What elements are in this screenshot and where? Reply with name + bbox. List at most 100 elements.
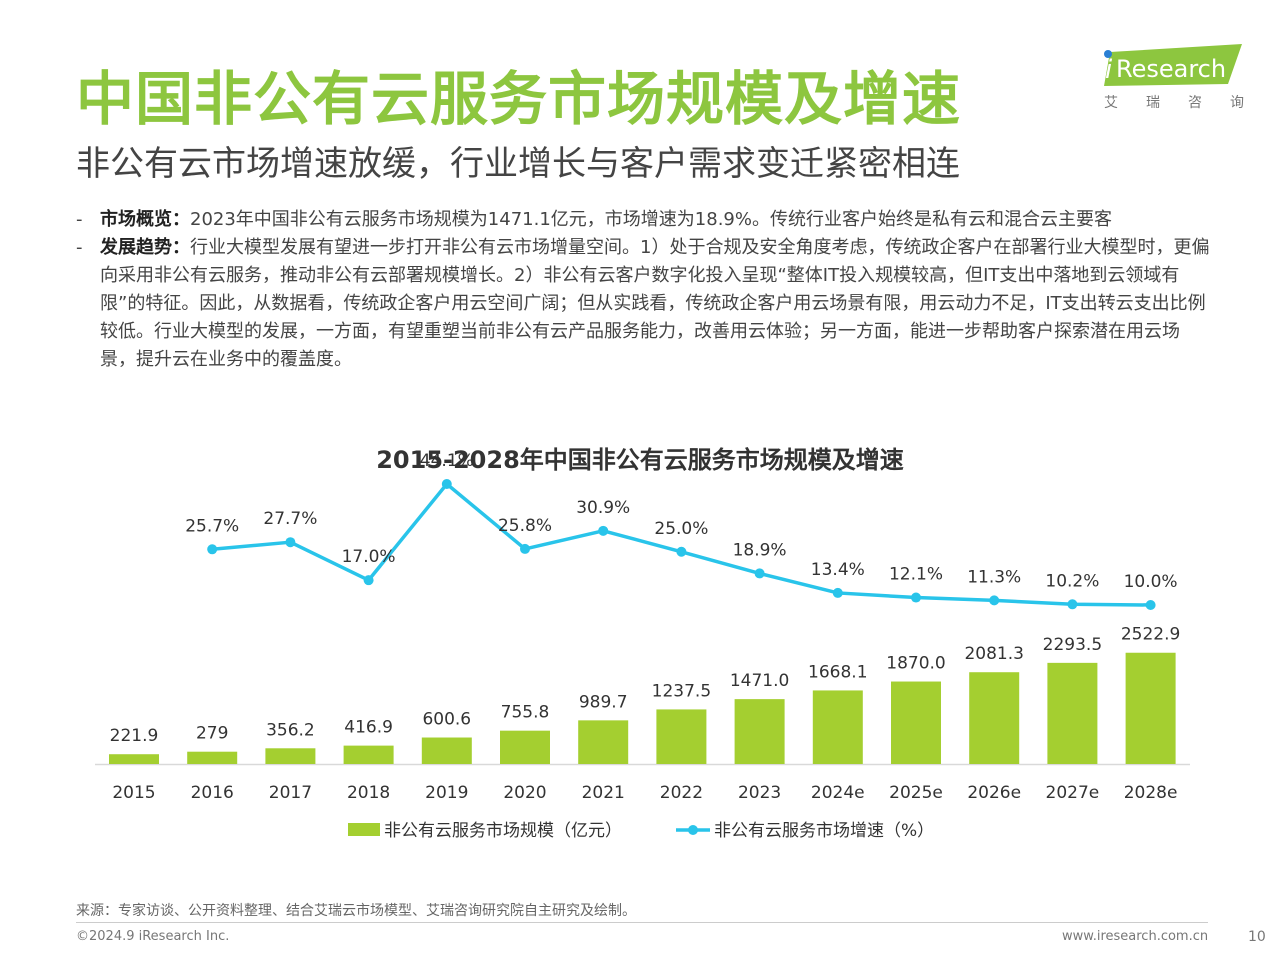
x-tick-label: 2015 <box>112 783 155 803</box>
bar-market-size-2025e <box>891 681 941 764</box>
bar-value-label: 600.6 <box>422 710 471 730</box>
bullet-dash: - <box>76 237 83 258</box>
growth-point-2025e <box>911 592 921 603</box>
website-link[interactable]: www.iresearch.com.cn <box>1062 929 1209 944</box>
bar-value-label: 1237.5 <box>652 681 711 701</box>
growth-point-2020 <box>520 543 530 554</box>
footer-divider <box>76 922 1208 923</box>
bullet-label: 发展趋势： <box>100 237 190 258</box>
bar-market-size-2023 <box>734 699 785 764</box>
x-tick-label: 2023 <box>738 783 781 803</box>
legend-bar-swatch <box>348 823 380 836</box>
growth-value-label: 11.3% <box>967 567 1021 587</box>
growth-point-2022 <box>676 546 687 557</box>
bar-value-label: 356.2 <box>266 720 315 740</box>
logo-banner-shape <box>1104 44 1242 86</box>
growth-value-label: 13.4% <box>811 560 865 580</box>
bar-market-size-2018 <box>343 745 394 764</box>
bar-market-size-2016 <box>187 751 238 764</box>
x-tick-label: 2020 <box>503 783 546 803</box>
bar-market-size-2017 <box>265 748 316 764</box>
bar-value-label: 221.9 <box>110 726 159 746</box>
legend-bar-label: 非公有云服务市场规模（亿元） <box>384 821 622 841</box>
bullet-market-overview: - 市场概览：2023年中国非公有云服务市场规模为1471.1亿元，市场增速为1… <box>76 206 1212 234</box>
x-tick-label: 2027e <box>1046 783 1100 803</box>
bar-market-size-2021 <box>578 720 629 764</box>
bar-market-size-2027e <box>1047 662 1098 764</box>
bar-market-size-2028e <box>1125 652 1176 764</box>
bar-value-label: 2522.9 <box>1121 625 1180 645</box>
growth-point-2018 <box>363 575 374 586</box>
bar-market-size-2022 <box>656 709 707 764</box>
copyright: ©2024.9 iResearch Inc. <box>76 929 230 944</box>
logo-cn-char: 咨 <box>1188 95 1202 111</box>
growth-value-label: 17.0% <box>342 547 396 567</box>
bar-value-label: 1668.1 <box>808 662 867 682</box>
logo-chinese-name: 艾 瑞 咨 询 <box>1104 92 1244 112</box>
x-tick-label: 2028e <box>1124 783 1178 803</box>
logo-cn-char: 询 <box>1230 95 1244 111</box>
growth-value-label: 12.1% <box>889 565 943 585</box>
growth-value-label: 27.7% <box>263 509 317 529</box>
x-tick-label: 2025e <box>889 783 943 803</box>
logo-i-text: i <box>1105 55 1113 85</box>
bar-value-label: 2293.5 <box>1043 635 1102 655</box>
x-tick-label: 2019 <box>425 783 468 803</box>
bar-value-label: 1471.0 <box>730 671 789 691</box>
x-tick-label: 2021 <box>582 783 625 803</box>
bar-market-size-2024e <box>812 690 863 764</box>
page-title: 中国非公有云服务市场规模及增速 <box>76 65 962 133</box>
growth-point-2026e <box>989 595 1000 606</box>
bar-market-size-2015 <box>109 754 159 764</box>
growth-value-label: 44.1% <box>420 451 474 471</box>
growth-point-2019 <box>441 479 452 489</box>
x-tick-label: 2018 <box>347 783 390 803</box>
x-tick-label: 2022 <box>660 783 703 803</box>
logo-cn-char: 瑞 <box>1146 95 1160 111</box>
growth-point-2021 <box>598 525 609 536</box>
source-note: 来源：专家访谈、公开资料整理、结合艾瑞云市场模型、艾瑞咨询研究院自主研究及绘制。 <box>76 903 636 919</box>
growth-value-label: 30.9% <box>576 498 630 518</box>
chart-title: 2015-2028年中国非公有云服务市场规模及增速 <box>376 446 904 474</box>
page-number: 10 <box>1248 929 1266 945</box>
logo-cn-char: 艾 <box>1104 95 1118 111</box>
x-tick-label: 2026e <box>967 783 1021 803</box>
logo-brand-text: Research <box>1116 55 1226 83</box>
growth-value-label: 25.8% <box>498 516 552 536</box>
legend-line-label: 非公有云服务市场增速（%） <box>714 821 934 841</box>
bar-value-label: 755.8 <box>501 703 550 723</box>
bar-market-size-2020 <box>500 730 550 764</box>
bullet-text: 2023年中国非公有云服务市场规模为1471.1亿元，市场增速为18.9%。传统… <box>190 209 1112 230</box>
bar-market-size-2026e <box>969 672 1020 764</box>
page-subtitle: 非公有云市场增速放缓，行业增长与客户需求变迁紧密相连 <box>76 144 960 184</box>
x-tick-label: 2017 <box>269 783 312 803</box>
bar-value-label: 989.7 <box>579 692 628 712</box>
growth-point-2027e <box>1067 599 1078 610</box>
growth-point-2024e <box>832 587 843 598</box>
bullet-development-trend: - 发展趋势：行业大模型发展有望进一步打开非公有云市场增量空间。1）处于合规及安… <box>76 234 1212 374</box>
growth-point-2028e <box>1145 600 1156 610</box>
bullet-dash: - <box>76 209 83 230</box>
growth-value-label: 25.0% <box>654 519 708 539</box>
bar-market-size-2019 <box>421 737 472 764</box>
bullet-label: 市场概览： <box>100 209 190 230</box>
x-tick-label: 2016 <box>191 783 234 803</box>
growth-value-label: 10.0% <box>1124 572 1178 592</box>
bar-value-label: 416.9 <box>344 718 393 738</box>
growth-value-label: 18.9% <box>733 540 787 560</box>
growth-point-2016 <box>207 544 218 555</box>
market-chart: 221.9 2015 279 2016 356.2 2017 416.9 2018 600.6 2… <box>95 451 1190 841</box>
bar-value-label: 279 <box>196 724 228 744</box>
iresearch-logo: i Research <box>1104 44 1242 86</box>
growth-point-2017 <box>285 537 296 548</box>
growth-value-label: 25.7% <box>185 516 239 536</box>
x-tick-label: 2024e <box>811 783 865 803</box>
growth-point-2023 <box>754 568 765 579</box>
bar-value-label: 2081.3 <box>964 644 1023 664</box>
legend-line-marker <box>688 825 698 835</box>
bullet-text: 行业大模型发展有望进一步打开非公有云市场增量空间。1）处于合规及安全角度考虑，传… <box>100 237 1210 370</box>
summary-bullets: - 市场概览：2023年中国非公有云服务市场规模为1471.1亿元，市场增速为1… <box>76 206 1212 374</box>
growth-value-label: 10.2% <box>1045 571 1099 591</box>
logo-i-dot <box>1104 50 1112 58</box>
bar-value-label: 1870.0 <box>886 654 945 674</box>
